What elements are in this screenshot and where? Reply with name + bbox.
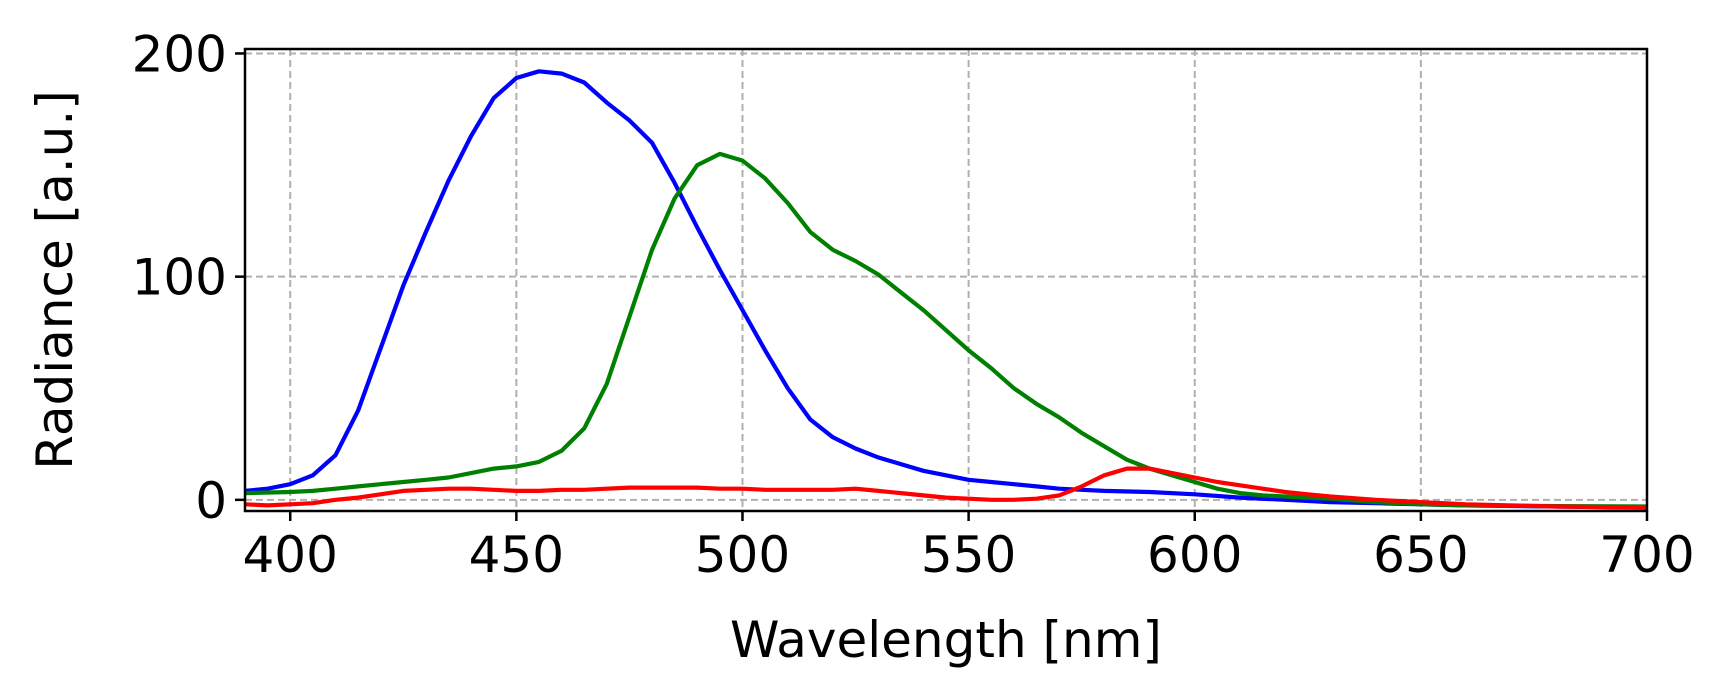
y-tick-label: 100	[132, 249, 227, 307]
series-line-2	[245, 151, 1647, 509]
y-tick-label: 200	[132, 25, 227, 83]
x-tick-label: 400	[243, 526, 338, 584]
x-tick-label: 500	[695, 526, 790, 584]
x-tick-label: 600	[1147, 526, 1242, 584]
x-axis-title: Wavelength [nm]	[730, 611, 1162, 669]
x-tick-label: 550	[921, 526, 1016, 584]
series-line-3	[245, 466, 1647, 510]
tick-layer: 400 450 500 550 600 650 700 0 100 200	[132, 25, 1695, 584]
series-line-1	[245, 69, 1647, 510]
x-tick-label: 650	[1373, 526, 1468, 584]
x-tick-label: 700	[1599, 526, 1694, 584]
plot-frame	[243, 47, 1649, 513]
y-axis-title: Radiance [a.u.]	[26, 90, 84, 470]
y-tick-label: 0	[195, 472, 227, 530]
x-tick-label: 450	[469, 526, 564, 584]
series-layer	[245, 69, 1647, 510]
grid-layer	[245, 49, 1648, 511]
